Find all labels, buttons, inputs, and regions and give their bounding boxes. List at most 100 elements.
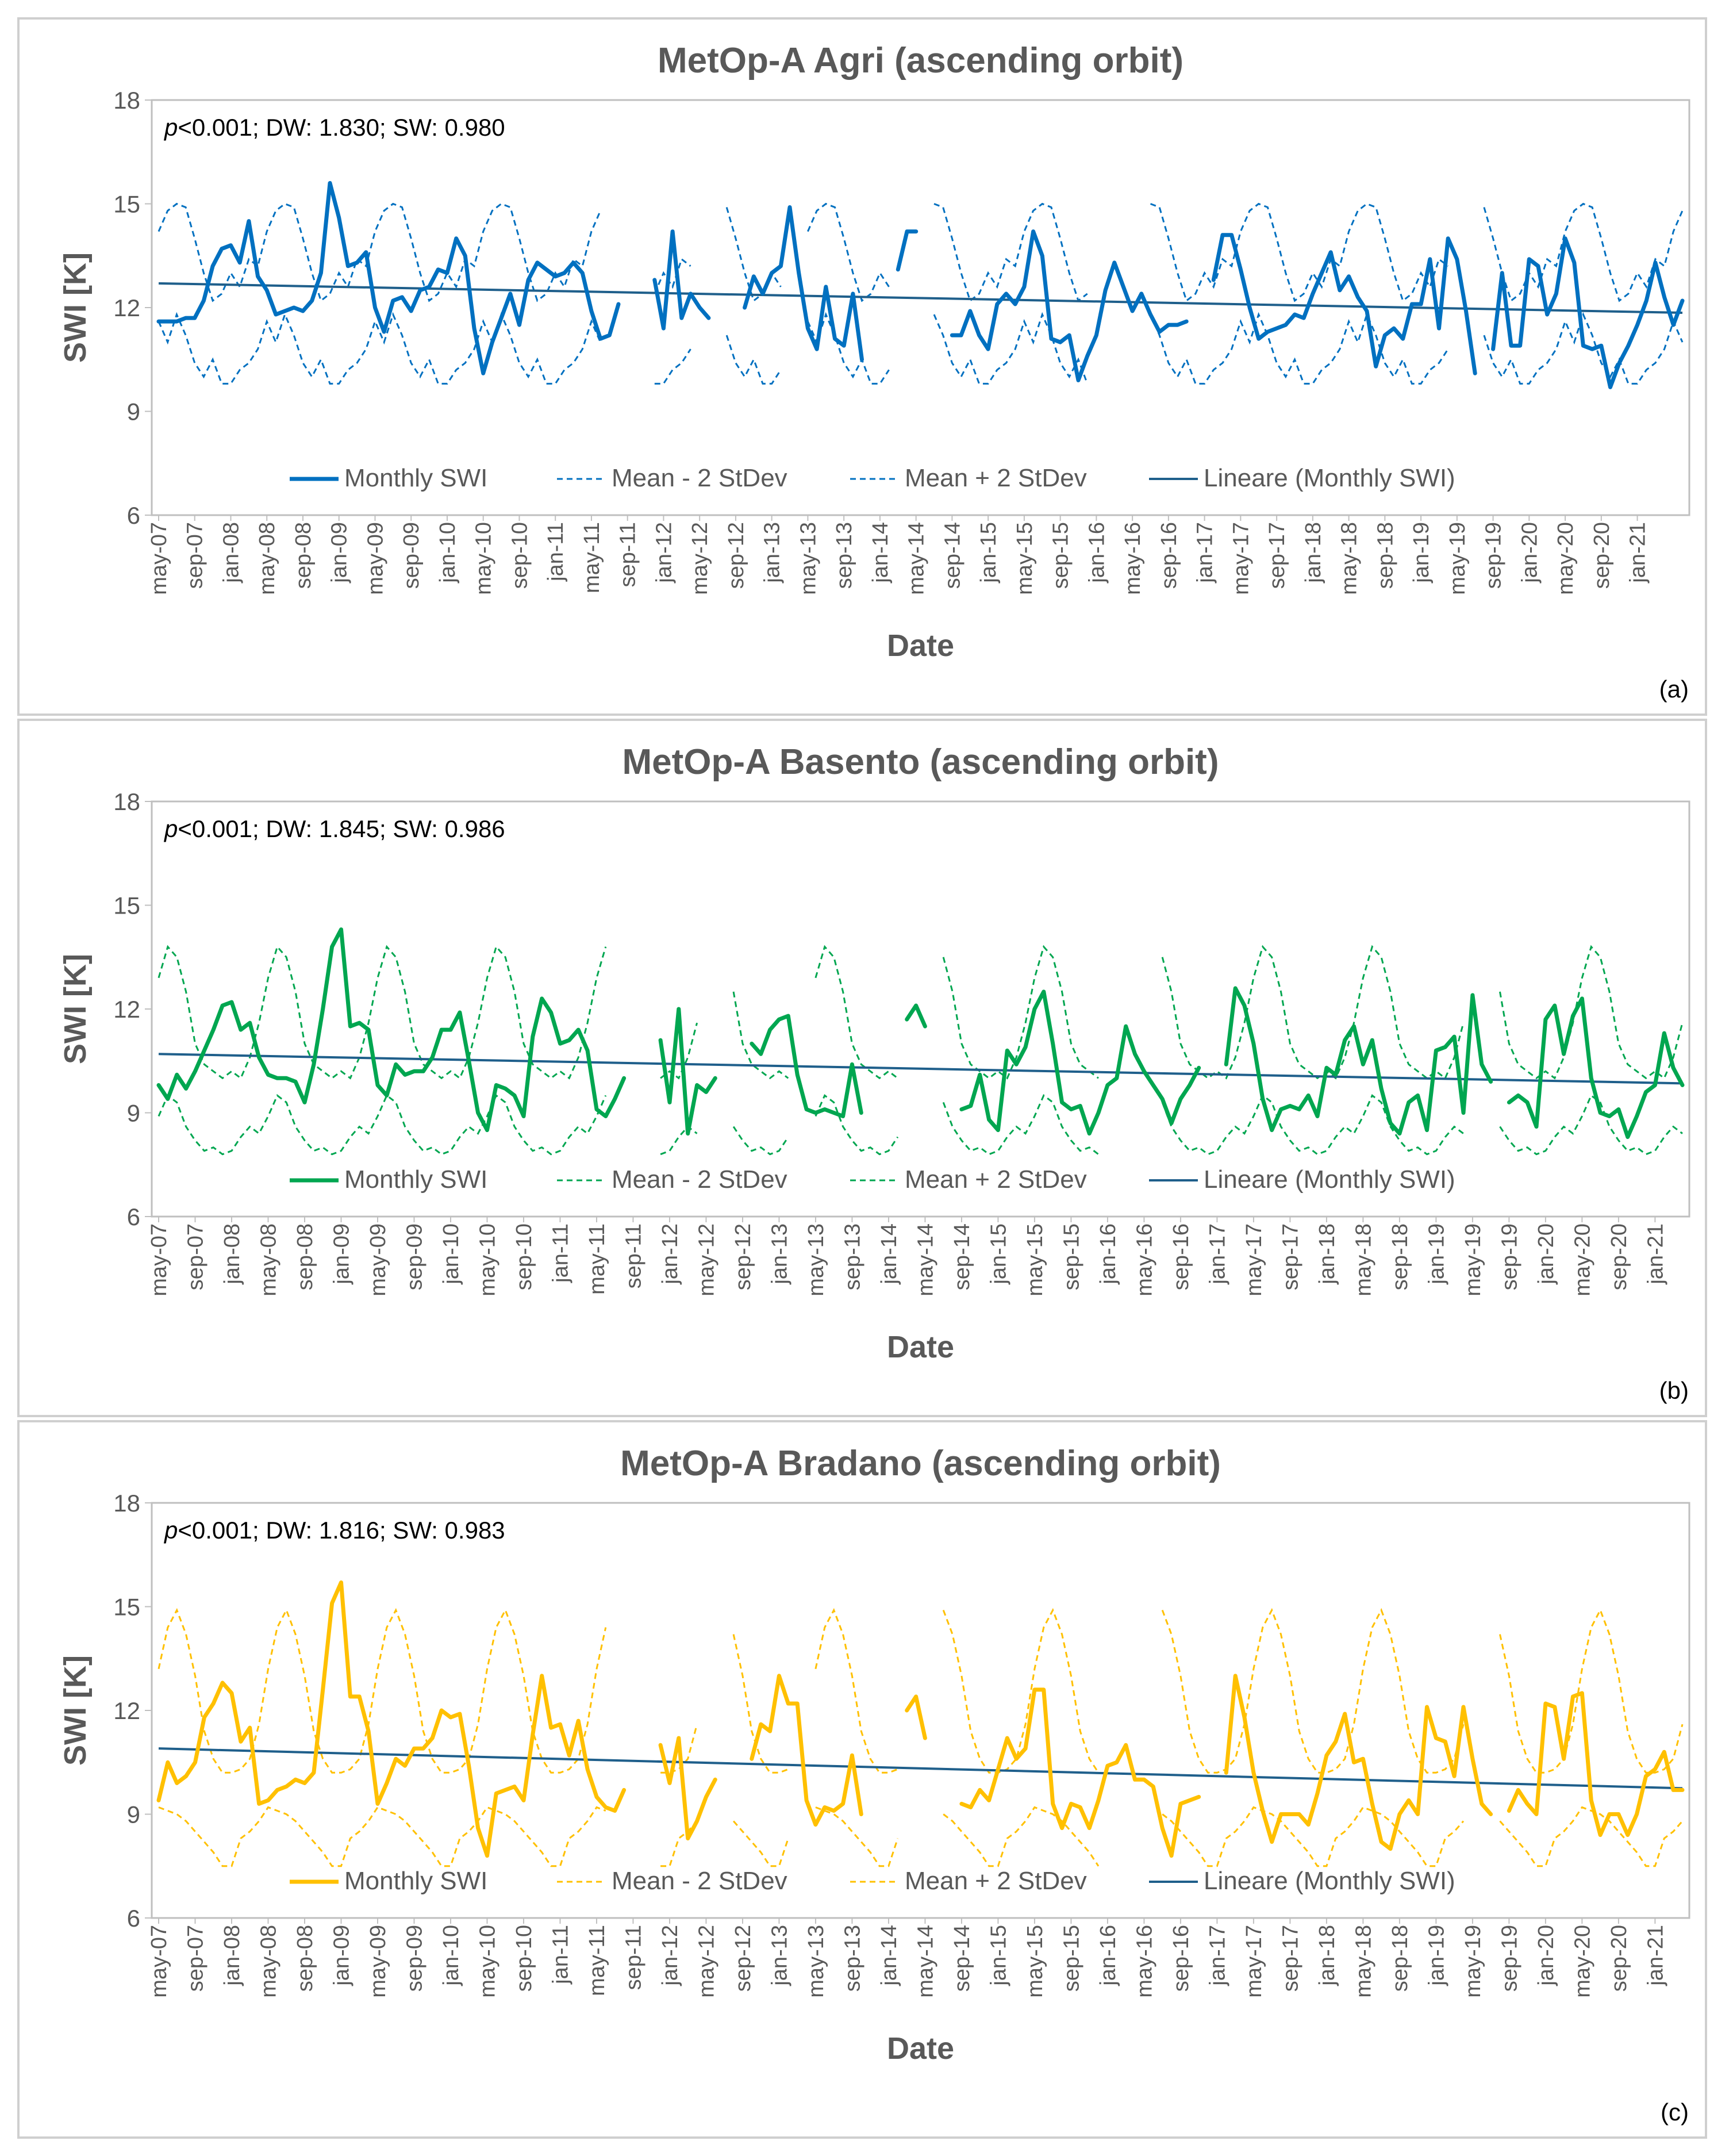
y-tick-label: 15: [113, 892, 140, 919]
x-tick-label: sep-13: [840, 1223, 864, 1290]
x-tick-label: jan-08: [219, 522, 243, 584]
series-line-monthly-swi: [156, 181, 1685, 389]
x-tick-label: jan-14: [869, 522, 893, 584]
x-tick-label: may-18: [1351, 1925, 1375, 1998]
y-tick-label: 12: [113, 1697, 140, 1724]
x-tick-label: jan-19: [1424, 1223, 1448, 1285]
x-tick-label: sep-18: [1373, 522, 1397, 589]
x-tick-label: sep-11: [616, 522, 640, 587]
y-tick-label: 15: [113, 1594, 140, 1621]
x-tick-label: jan-20: [1534, 1223, 1558, 1285]
stats-annotation: p<0.001; DW: 1.845; SW: 0.986: [163, 815, 505, 842]
x-tick-label: may-20: [1570, 1925, 1594, 1998]
x-tick-label: may-18: [1338, 522, 1362, 595]
x-tick-label: sep-18: [1388, 1223, 1412, 1290]
series-line-mean-minus-2sd: [157, 312, 1684, 385]
x-tick-label: jan-12: [658, 1925, 682, 1986]
x-tick-label: may-19: [1446, 522, 1470, 595]
x-tick-label: jan-11: [548, 1223, 572, 1283]
x-tick-label: jan-13: [760, 522, 785, 584]
x-tick-label: sep-12: [731, 1223, 755, 1290]
x-tick-label: jan-10: [436, 522, 460, 584]
y-axis-label: SWI [K]: [58, 1655, 93, 1766]
series-line-mean-plus-2sd: [157, 1608, 1684, 1774]
legend-item-label: Lineare (Monthly SWI): [1204, 464, 1455, 492]
panel-label: (b): [1659, 1377, 1689, 1404]
x-tick-label: may-16: [1132, 1925, 1156, 1998]
x-tick-label: jan-08: [220, 1223, 244, 1285]
x-tick-label: sep-09: [402, 1925, 426, 1992]
chart-svg-basento: MetOp-A Basento (ascending orbit) 6 9 12 15 1…: [58, 742, 1690, 1404]
x-tick-label: jan-19: [1424, 1925, 1448, 1986]
legend-item-label: Mean - 2 StDev: [612, 1165, 787, 1194]
y-tick-label: 6: [127, 1905, 140, 1932]
chart-panel-bradano: MetOp-A Bradano (ascending orbit) 6 9 12 15 1…: [17, 1420, 1707, 2139]
series-line-mean-plus-2sd: [157, 202, 1684, 302]
legend-item-label: Lineare (Monthly SWI): [1204, 1165, 1455, 1194]
x-tick-label: jan-15: [977, 522, 1001, 584]
y-tick-label: 12: [113, 294, 140, 321]
y-axis-label: SWI [K]: [58, 252, 93, 363]
x-tick-label: jan-17: [1205, 1223, 1229, 1285]
y-tick-label: 12: [113, 996, 140, 1023]
x-tick-label: sep-10: [512, 1925, 536, 1992]
series-line-monthly-swi: [156, 1580, 1685, 1858]
x-tick-label: sep-09: [399, 522, 424, 589]
x-tick-label: may-09: [366, 1925, 390, 1998]
x-tick-label: may-12: [694, 1925, 718, 1998]
x-tick-label: sep-20: [1590, 522, 1614, 589]
panel-label: (a): [1659, 676, 1689, 703]
chart-title: MetOp-A Bradano (ascending orbit): [620, 1444, 1221, 1483]
x-tick-label: sep-10: [512, 1223, 536, 1290]
x-tick-label: jan-17: [1193, 522, 1217, 584]
x-tick-label: may-17: [1242, 1925, 1266, 1998]
x-tick-label: may-11: [580, 522, 604, 593]
x-tick-label: sep-15: [1059, 1925, 1083, 1992]
x-tick-label: may-12: [694, 1223, 718, 1296]
chart-title: MetOp-A Basento (ascending orbit): [623, 742, 1219, 782]
x-tick-label: jan-18: [1315, 1925, 1339, 1986]
stats-values: <0.001; DW: 1.830; SW: 0.980: [178, 114, 505, 141]
x-tick-label: may-08: [256, 1925, 280, 1998]
stats-annotation: p<0.001; DW: 1.816; SW: 0.983: [163, 1517, 505, 1544]
x-tick-label: may-16: [1121, 522, 1145, 595]
panel-label: (c): [1661, 2099, 1689, 2126]
x-tick-label: jan-18: [1301, 522, 1325, 584]
x-tick-label: may-20: [1570, 1223, 1594, 1296]
x-tick-label: jan-20: [1517, 522, 1542, 584]
legend-item-label: Mean - 2 StDev: [612, 464, 787, 492]
x-tick-label: jan-12: [658, 1223, 682, 1285]
x-tick-label: sep-12: [724, 522, 748, 589]
x-tick-label: jan-21: [1643, 1223, 1667, 1285]
x-tick-label: may-10: [475, 1925, 499, 1998]
x-tick-label: jan-21: [1643, 1925, 1667, 1986]
legend-item-label: Monthly SWI: [344, 464, 487, 492]
legend-item-label: Lineare (Monthly SWI): [1204, 1867, 1455, 1895]
x-tick-label: may-14: [905, 522, 929, 595]
legend-item-label: Mean + 2 StDev: [905, 1867, 1087, 1895]
x-tick-label: may-07: [147, 522, 171, 595]
x-tick-label: may-14: [913, 1223, 937, 1296]
stats-p-symbol: p: [163, 114, 178, 141]
series-line-mean-plus-2sd: [157, 945, 1684, 1080]
x-tick-label: jan-09: [329, 1223, 353, 1285]
x-tick-label: may-13: [804, 1925, 828, 1998]
x-tick-label: jan-10: [439, 1223, 463, 1285]
x-tick-label: jan-09: [329, 1925, 353, 1986]
x-tick-label: sep-19: [1482, 522, 1506, 589]
chart-panel-basento: MetOp-A Basento (ascending orbit) 6 9 12 15 1…: [17, 719, 1707, 1417]
x-tick-label: sep-07: [183, 1925, 208, 1992]
y-tick-label: 6: [127, 502, 140, 529]
x-tick-label: may-07: [147, 1925, 171, 1998]
x-tick-label: may-17: [1229, 522, 1253, 595]
x-tick-label: sep-17: [1278, 1223, 1302, 1290]
x-axis-label: Date: [887, 2031, 954, 2066]
y-tick-label: 18: [113, 87, 140, 114]
x-tick-label: may-15: [1023, 1925, 1047, 1998]
series-line-monthly-swi: [156, 927, 1685, 1140]
stats-values: <0.001; DW: 1.845; SW: 0.986: [178, 815, 505, 842]
x-tick-label: sep-20: [1607, 1925, 1631, 1992]
x-tick-label: may-07: [147, 1223, 171, 1296]
y-axis-label: SWI [K]: [58, 954, 93, 1064]
x-tick-label: sep-14: [940, 522, 965, 589]
